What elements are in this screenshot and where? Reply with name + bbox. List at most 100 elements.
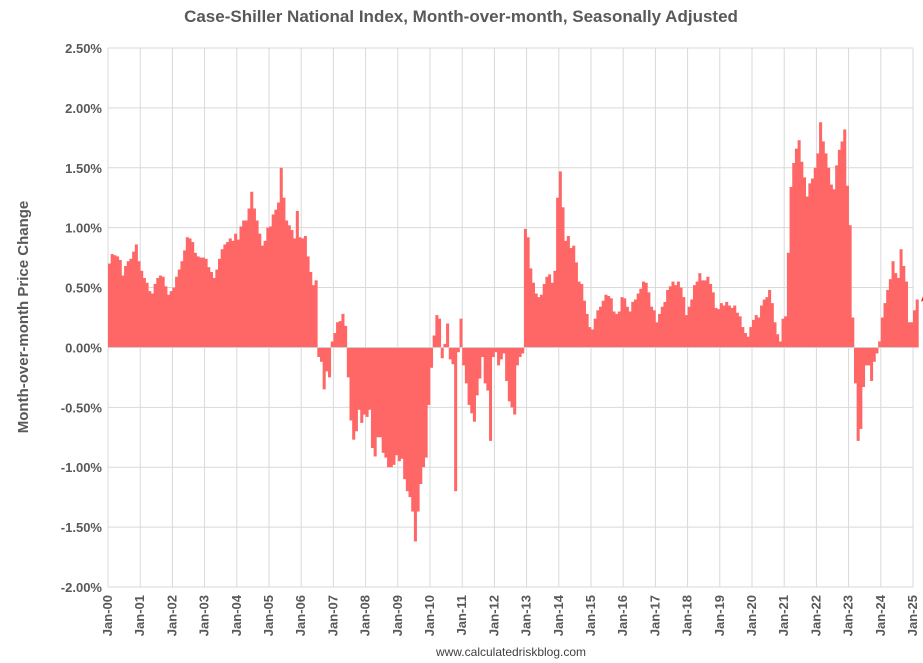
bar [193,252,197,348]
bar [239,226,243,348]
bar [593,318,597,348]
bar [821,141,825,348]
bar [293,238,297,348]
bar [311,285,315,348]
x-tick-label: Jan-11 [454,595,469,635]
bar [840,141,844,348]
bar [279,167,283,348]
bar [226,242,230,348]
bar [204,258,208,348]
bar [574,262,578,348]
bar [639,288,643,348]
bar [663,301,667,348]
bar [518,347,522,358]
x-tick-label: Jan-10 [422,595,437,636]
bar [510,347,514,408]
bar [856,347,860,441]
bar [631,301,635,348]
bar [381,347,385,453]
bar [247,208,251,348]
bar [298,237,302,348]
x-tick-label: Jan-24 [873,594,888,636]
bar [867,347,871,366]
bar [344,325,348,348]
bar [601,300,605,348]
bar [416,347,420,512]
bar [124,266,128,348]
bar [118,260,122,348]
bar [658,313,662,348]
bar [287,225,291,348]
bar [140,270,144,348]
bar [403,347,407,480]
bar [338,321,342,348]
x-tick-label: Jan-12 [486,595,501,636]
bar [405,347,409,492]
bar [913,310,917,348]
bar [282,197,286,348]
bar [714,307,718,348]
bar [727,305,731,348]
bar [215,269,219,348]
bar [735,312,739,348]
bar [395,347,399,456]
bar [250,191,254,348]
bar [770,303,774,348]
bar [628,311,632,348]
bar [513,347,517,415]
bar [515,347,519,366]
bar [346,347,350,378]
bar [110,254,114,348]
bar [432,335,436,348]
bar [864,347,868,366]
bar [907,322,911,348]
bar [494,347,498,353]
bar [212,277,216,348]
bar [392,347,396,465]
bar [188,238,192,348]
bar [760,305,764,348]
bar [612,311,616,348]
bar [824,153,828,348]
bar [754,315,758,348]
bar [263,240,267,348]
bar [545,276,549,348]
bar [303,236,307,348]
bar [808,183,812,348]
bar [397,347,401,462]
bar [792,162,796,348]
bar [859,347,863,429]
x-tick-label: Jan-08 [358,595,373,636]
bar [260,245,264,348]
bar [687,306,691,348]
bar [408,347,412,498]
bar [269,226,273,348]
bar [231,240,235,348]
bar [701,280,705,348]
bar [150,293,154,348]
bar [609,298,613,348]
bar [582,300,586,348]
bar [108,263,112,348]
y-tick-label: -0.50% [61,400,103,415]
bar [738,316,742,348]
bar [483,347,487,384]
bar [271,214,275,348]
bar [470,347,474,414]
bar [561,207,565,348]
bar [121,275,125,348]
bar [577,281,581,348]
bar [615,313,619,348]
bar [290,230,294,348]
bar [778,341,782,348]
x-tick-label: Jan-25 [905,595,920,636]
bar [572,245,576,348]
bar [534,293,538,348]
bar [478,347,482,379]
bar [872,347,876,362]
bar [199,257,203,348]
bar [172,287,176,348]
bar [352,347,356,440]
bar [784,316,788,348]
bar [894,273,898,348]
